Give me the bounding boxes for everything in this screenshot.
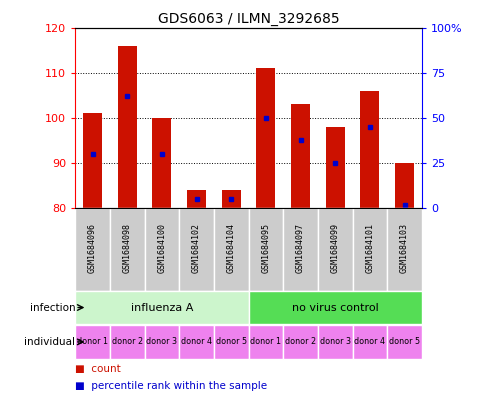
Text: ■  percentile rank within the sample: ■ percentile rank within the sample	[75, 381, 267, 391]
Bar	[118, 46, 136, 208]
Text: donor 4: donor 4	[354, 338, 385, 346]
Bar	[386, 325, 421, 359]
Bar	[75, 208, 109, 291]
Text: donor 4: donor 4	[181, 338, 212, 346]
Bar	[213, 208, 248, 291]
Text: GSM1684098: GSM1684098	[122, 223, 132, 273]
Text: GSM1684099: GSM1684099	[330, 223, 339, 273]
Bar	[283, 208, 318, 291]
Bar	[144, 208, 179, 291]
Bar	[248, 292, 421, 323]
Bar	[83, 113, 102, 208]
Bar	[109, 208, 144, 291]
Bar	[179, 208, 213, 291]
Text: GSM1684101: GSM1684101	[364, 223, 374, 273]
Text: GSM1684100: GSM1684100	[157, 223, 166, 273]
Bar	[221, 190, 240, 208]
Bar	[179, 325, 213, 359]
Bar	[386, 208, 421, 291]
Bar	[144, 325, 179, 359]
Bar	[290, 104, 309, 208]
Bar	[283, 325, 318, 359]
Text: donor 3: donor 3	[319, 338, 350, 346]
Text: donor 5: donor 5	[215, 338, 246, 346]
Bar	[318, 208, 352, 291]
Text: donor 2: donor 2	[285, 338, 316, 346]
Text: individual: individual	[24, 337, 75, 347]
Text: GSM1684104: GSM1684104	[226, 223, 235, 273]
Text: GSM1684102: GSM1684102	[192, 223, 201, 273]
Text: donor 2: donor 2	[111, 338, 142, 346]
Bar	[75, 325, 109, 359]
Bar	[187, 190, 206, 208]
Bar	[360, 91, 378, 208]
Text: influenza A: influenza A	[130, 303, 193, 312]
Bar	[325, 127, 344, 208]
Text: GSM1684097: GSM1684097	[295, 223, 304, 273]
Bar	[213, 325, 248, 359]
Bar	[248, 325, 283, 359]
Text: GSM1684095: GSM1684095	[261, 223, 270, 273]
Text: GSM1684096: GSM1684096	[88, 223, 97, 273]
Text: donor 5: donor 5	[388, 338, 419, 346]
Title: GDS6063 / ILMN_3292685: GDS6063 / ILMN_3292685	[157, 13, 339, 26]
Text: no virus control: no virus control	[291, 303, 378, 312]
Bar	[352, 325, 386, 359]
Text: donor 1: donor 1	[77, 338, 108, 346]
Bar	[318, 325, 352, 359]
Text: donor 3: donor 3	[146, 338, 177, 346]
Bar	[394, 163, 413, 208]
Bar	[256, 68, 275, 208]
Text: GSM1684103: GSM1684103	[399, 223, 408, 273]
Bar	[352, 208, 386, 291]
Text: infection: infection	[30, 303, 75, 312]
Text: donor 1: donor 1	[250, 338, 281, 346]
Bar	[109, 325, 144, 359]
Bar	[75, 292, 248, 323]
Text: ■  count: ■ count	[75, 364, 121, 373]
Bar	[152, 118, 171, 208]
Bar	[248, 208, 283, 291]
